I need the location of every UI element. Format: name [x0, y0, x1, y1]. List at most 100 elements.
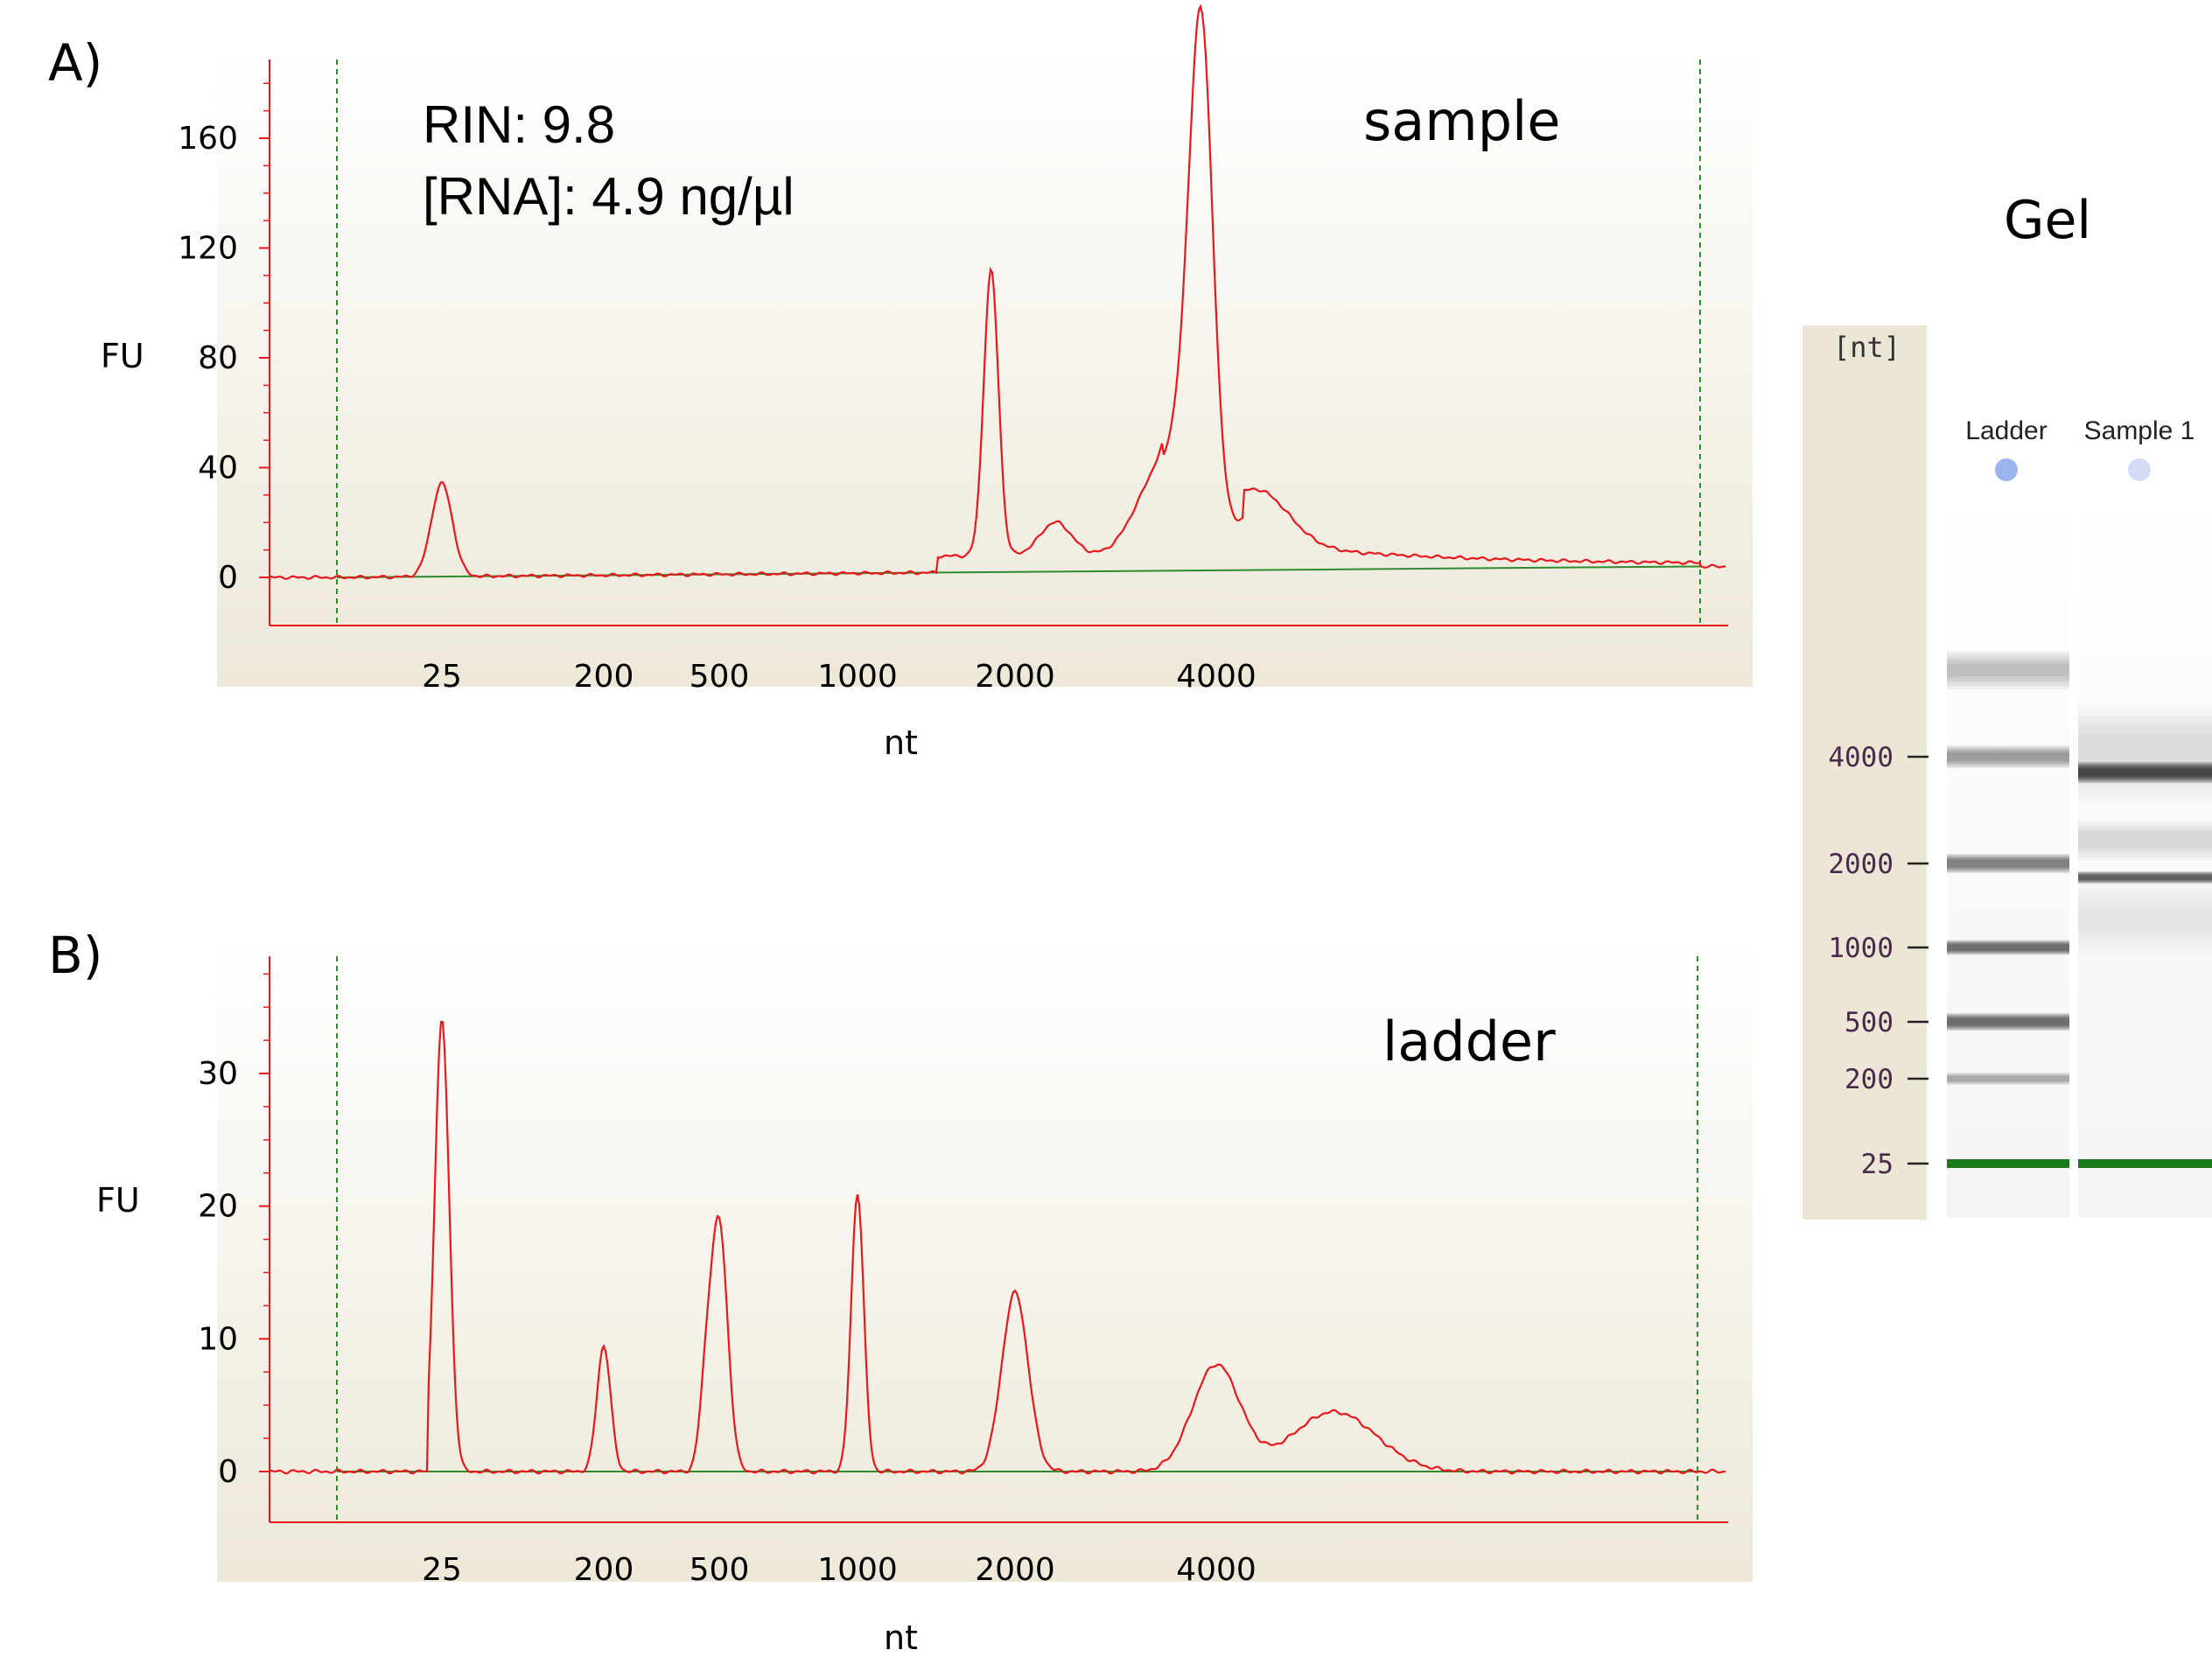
- gel-band-sample: [2078, 820, 2212, 860]
- gel-band-sample: [2078, 873, 2212, 882]
- panel-a-label: A): [48, 33, 102, 93]
- x-tick-label: 2000: [975, 1552, 1055, 1588]
- gel-tick-label: 1000: [1828, 933, 1894, 964]
- x-tick-label: 4000: [1176, 1552, 1256, 1588]
- panel-b-y-axis-label: FU: [96, 1181, 140, 1220]
- y-tick-label: 80: [198, 340, 238, 376]
- gel-tick-label: 2000: [1828, 849, 1894, 880]
- gel-band-ladder: [1947, 746, 2069, 767]
- gel-band-ladder: [1947, 661, 2069, 679]
- gel-band-ladder: [1947, 1075, 2069, 1082]
- panel-b-series-label: ladder: [1382, 1010, 1556, 1073]
- gel-band-sample: [2078, 874, 2212, 881]
- gel-band-ladder: [1947, 856, 2069, 871]
- gel-band-sample: [2078, 763, 2212, 782]
- panel-b-x-ticks: 25 200 500 1000 2000 4000: [422, 1552, 1256, 1588]
- gel-marker-ladder: [1947, 1159, 2069, 1168]
- gel-band-ladder: [1947, 751, 2069, 763]
- panel-a-series-label: sample: [1363, 89, 1560, 153]
- gel-image: Gel [nt] Ladder Sample 1 4000 2000 1000 500…: [1802, 190, 2212, 1220]
- gel-band-ladder: [1947, 659, 2069, 682]
- gel-band-sample: [2078, 884, 2212, 954]
- gel-band-sample: [2078, 767, 2212, 778]
- y-tick-label: 30: [198, 1056, 238, 1092]
- gel-marker-sample: [2078, 1159, 2212, 1168]
- gel-title: Gel: [2004, 190, 2091, 251]
- gel-lane-labels: Ladder Sample 1: [1965, 416, 2194, 481]
- panel-a-y-axis-label: FU: [101, 337, 144, 375]
- gel-band-ladder: [1947, 748, 2069, 766]
- x-tick-label: 1000: [817, 659, 898, 695]
- gel-lane-ladder: [1947, 486, 2069, 1218]
- panel-a-y-ticks: 0 40 80 120 160: [178, 82, 270, 596]
- x-tick-label: 500: [690, 659, 750, 695]
- x-tick-label: 500: [690, 1552, 750, 1588]
- gel-band-ladder: [1947, 944, 2069, 951]
- x-tick-label: 25: [422, 1552, 462, 1588]
- x-tick-label: 4000: [1176, 659, 1256, 695]
- y-tick-label: 40: [198, 451, 238, 486]
- gel-band-ladder: [1947, 859, 2069, 868]
- gel-band-ladder: [1947, 1013, 2069, 1031]
- panel-a-x-ticks: 25 200 500 1000 2000 4000: [422, 659, 1256, 695]
- panel-a: A) 0 40 80 120 160 FU 25 200 500 1000 2000 4000 n…: [48, 3, 1753, 762]
- gel-scale-panel: [1802, 325, 1927, 1220]
- gel-lane-dot-ladder: [1995, 458, 2018, 481]
- panel-a-x-axis-label: nt: [884, 724, 918, 762]
- gel-band-ladder: [1947, 1073, 2069, 1085]
- gel-band-ladder: [1947, 1073, 2069, 1085]
- y-tick-label: 0: [218, 560, 238, 596]
- gel-band-ladder: [1947, 942, 2069, 953]
- gel-band-ladder: [1947, 1015, 2069, 1029]
- x-tick-label: 200: [574, 1552, 634, 1588]
- y-tick-label: 0: [218, 1454, 238, 1490]
- panel-b-x-axis-label: nt: [884, 1619, 918, 1657]
- gel-band-sample: [2078, 872, 2212, 883]
- gel-band-ladder: [1947, 1014, 2069, 1030]
- gel-lane-dot-sample: [2128, 458, 2151, 481]
- gel-band-sample: [2078, 762, 2212, 783]
- gel-bands: [1947, 651, 2212, 1168]
- gel-lane-label-sample: Sample 1: [2084, 416, 2195, 445]
- gel-band-ladder: [1947, 941, 2069, 954]
- gel-band-sample: [2078, 768, 2212, 777]
- panel-b-plot-background: [217, 940, 1753, 1582]
- gel-band-sample: [2078, 871, 2212, 884]
- gel-band-ladder: [1947, 750, 2069, 764]
- gel-band-ladder: [1947, 651, 2069, 689]
- panel-b-label: B): [48, 926, 102, 985]
- gel-band-ladder: [1947, 857, 2069, 870]
- gel-band-ladder: [1947, 940, 2069, 954]
- gel-band-ladder: [1947, 752, 2069, 761]
- panel-b: B) 0 10 20 30 FU 25 200 500 1000 2000 4000 nt la…: [48, 926, 1753, 1657]
- gel-band-sample: [2078, 765, 2212, 780]
- gel-band-ladder: [1947, 855, 2069, 872]
- y-tick-label: 120: [178, 231, 238, 267]
- y-tick-label: 10: [198, 1321, 238, 1357]
- x-tick-label: 25: [422, 659, 462, 695]
- gel-band-ladder: [1947, 1017, 2069, 1027]
- gel-tick-label: 500: [1844, 1007, 1894, 1038]
- gel-band-sample: [2078, 766, 2212, 780]
- gel-band-ladder: [1947, 1017, 2069, 1026]
- gel-band-ladder: [1947, 664, 2069, 676]
- gel-band-ladder: [1947, 1074, 2069, 1083]
- gel-lane-label-ladder: Ladder: [1965, 416, 2047, 445]
- gel-band-ladder: [1947, 1073, 2069, 1084]
- gel-tick-label: 25: [1861, 1149, 1894, 1180]
- gel-lane-sample: [2078, 484, 2212, 1218]
- gel-tick-label: 200: [1844, 1064, 1894, 1095]
- gel-band-ladder: [1947, 858, 2069, 869]
- panel-a-y-axis: 0 40 80 120 160: [178, 59, 1728, 626]
- panel-a-concentration-annotation: [RNA]: 4.9 ng/µl: [423, 167, 794, 226]
- gel-band-ladder: [1947, 1016, 2069, 1028]
- x-tick-label: 200: [574, 659, 634, 695]
- panel-b-y-ticks: 0 10 20 30: [198, 973, 270, 1490]
- x-tick-label: 2000: [975, 659, 1055, 695]
- panel-b-y-axis: 0 10 20 30: [198, 956, 1728, 1523]
- gel-size-ticks: 4000 2000 1000 500 200 25: [1828, 742, 1928, 1180]
- panel-b-trace: [269, 1020, 1726, 1475]
- gel-band-ladder: [1947, 1076, 2069, 1081]
- gel-band-ladder: [1947, 854, 2069, 873]
